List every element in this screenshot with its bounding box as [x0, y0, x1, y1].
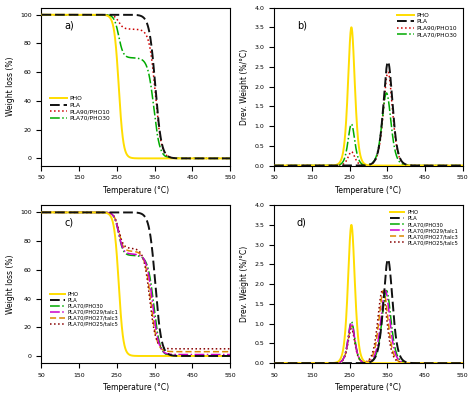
Legend: PHO, PLA, PLA90/PHO10, PLA70/PHO30: PHO, PLA, PLA90/PHO10, PLA70/PHO30 — [395, 10, 460, 40]
X-axis label: Temperature (°C): Temperature (°C) — [335, 186, 401, 195]
Text: a): a) — [64, 20, 74, 30]
Text: b): b) — [297, 20, 307, 30]
Text: d): d) — [297, 218, 307, 228]
X-axis label: Temperature (°C): Temperature (°C) — [103, 383, 169, 392]
Legend: PHO, PLA, PLA70/PHO30, PLA70/PHO29/talc1, PLA70/PHO27/talc3, PLA70/PHO25/talc5: PHO, PLA, PLA70/PHO30, PLA70/PHO29/talc1… — [387, 208, 460, 247]
Legend: PHO, PLA, PLA70/PHO30, PLA70/PHO29/talc1, PLA70/PHO27/talc3, PLA70/PHO25/talc5: PHO, PLA, PLA70/PHO30, PLA70/PHO29/talc1… — [48, 289, 120, 329]
Y-axis label: Drev. Weight (%/°C): Drev. Weight (%/°C) — [240, 49, 249, 125]
Y-axis label: Drev. Weight (%/°C): Drev. Weight (%/°C) — [240, 246, 249, 322]
Y-axis label: Weight loss (%): Weight loss (%) — [6, 254, 15, 314]
Text: c): c) — [64, 218, 73, 228]
X-axis label: Temperature (°C): Temperature (°C) — [103, 186, 169, 195]
X-axis label: Temperature (°C): Temperature (°C) — [335, 383, 401, 392]
Y-axis label: Weight loss (%): Weight loss (%) — [6, 57, 15, 116]
Legend: PHO, PLA, PLA90/PHO10, PLA70/PHO30: PHO, PLA, PLA90/PHO10, PLA70/PHO30 — [48, 94, 113, 123]
